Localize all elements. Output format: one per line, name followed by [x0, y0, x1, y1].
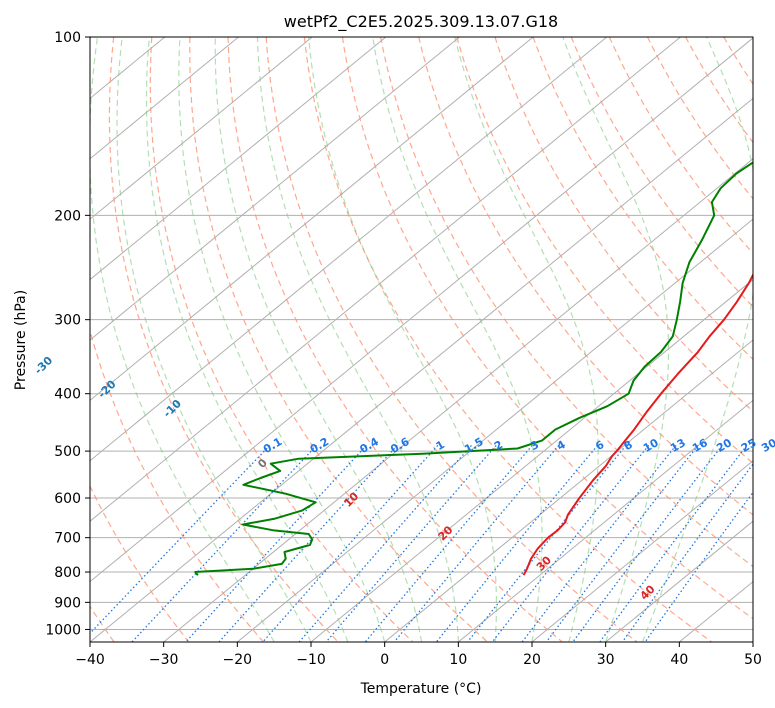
y-tick-label: 900 — [54, 595, 81, 611]
mixing-ratio-line — [572, 445, 723, 642]
moist-adiabat-line — [562, 37, 670, 642]
moist-adiabat-line — [90, 37, 275, 642]
isotherm-gridline — [531, 460, 753, 642]
mixing-ratio-line — [393, 444, 560, 642]
y-tick-label: 700 — [54, 531, 81, 547]
moist-adiabat-line — [372, 37, 543, 642]
mixing-ratio-line — [90, 444, 271, 635]
dry-adiabat-line — [90, 484, 190, 642]
isotherm-gridline — [90, 37, 534, 402]
dry-adiabat-line — [418, 37, 753, 516]
x-tick-label: 0 — [380, 652, 389, 668]
dry-adiabat-line — [532, 37, 753, 361]
mixing-ratio-line — [325, 444, 497, 642]
mixing-ratio-line — [621, 463, 753, 642]
x-tick-label: −40 — [75, 652, 105, 668]
y-tick-label: 800 — [54, 565, 81, 581]
moist-adiabat-line — [308, 37, 497, 642]
mixing-ratio-line — [131, 444, 318, 642]
x-tick-label: 30 — [597, 652, 615, 668]
mixing-ratio-line — [435, 444, 599, 642]
chart-title: wetPf2_C2E5.2025.309.13.07.G18 — [284, 12, 558, 32]
isotherm-gridline — [384, 339, 753, 642]
moist-adiabat-line — [116, 37, 312, 642]
mixing-ratio-line — [364, 444, 533, 642]
y-tick-label: 400 — [54, 387, 81, 403]
dry-adiabat-line — [570, 37, 753, 308]
isotherm-gridline — [163, 158, 753, 642]
moist-adiabat-line — [454, 37, 599, 642]
x-tick-label: −10 — [296, 652, 326, 668]
x-tick-label: 40 — [670, 652, 688, 668]
isotherm-gridline — [90, 37, 387, 281]
dry-adiabat-line — [108, 37, 339, 642]
x-tick-label: −20 — [223, 652, 253, 668]
isotherm-gridline — [310, 278, 753, 642]
isotherm-gridline — [605, 520, 753, 642]
temperature-line — [522, 272, 753, 576]
mixing-ratio-line — [185, 444, 367, 642]
y-tick-label: 200 — [54, 208, 81, 224]
dewpoint-line — [194, 161, 753, 576]
y-tick-label: 600 — [54, 491, 81, 507]
isotherm-gridline — [90, 97, 753, 642]
mixing-ratio-line — [599, 445, 748, 642]
dry-adiabat-line — [341, 37, 753, 620]
isotherm-gridline — [458, 399, 753, 642]
isotherm-gridline — [90, 37, 313, 220]
isotherm-gridline — [90, 37, 681, 522]
isotherm-gridline — [90, 37, 239, 160]
y-tick-label: 1000 — [45, 622, 81, 638]
dry-adiabat-line — [303, 37, 713, 642]
isotherm-gridline — [90, 37, 460, 341]
isotherm-gridline — [237, 218, 753, 642]
x-tick-label: 10 — [449, 652, 467, 668]
y-axis-label: Pressure (hPa) — [13, 290, 29, 390]
y-tick-label: 100 — [54, 30, 81, 46]
x-tick-label: 20 — [523, 652, 541, 668]
y-tick-label: 300 — [54, 313, 81, 329]
mixing-ratio-line — [521, 444, 677, 642]
dry-adiabat-line — [227, 37, 563, 642]
moist-adiabat-line — [145, 37, 349, 642]
dry-adiabat-line — [380, 37, 753, 568]
dry-adiabat-line — [608, 37, 753, 255]
mixing-ratio-label: 30 — [759, 436, 775, 455]
y-tick-label: 500 — [54, 444, 81, 460]
plot-frame — [89, 36, 754, 643]
dry-adiabat-line — [149, 37, 414, 642]
x-tick-label: −30 — [149, 652, 179, 668]
x-tick-label: 50 — [744, 652, 762, 668]
moist-adiabat-line — [178, 37, 386, 642]
dry-adiabat-line — [90, 328, 264, 642]
moist-adiabat-line — [214, 37, 423, 642]
mixing-ratio-line — [545, 445, 699, 642]
plot-area — [90, 37, 753, 642]
moist-adiabat-line — [641, 37, 753, 642]
x-axis-label: Temperature (°C) — [360, 681, 482, 697]
mixing-ratio-line — [218, 444, 398, 642]
moist-adiabat-line — [256, 37, 459, 642]
mixing-ratio-line — [262, 444, 439, 642]
isotherm-gridline — [90, 37, 608, 462]
dry-adiabat-line — [265, 37, 638, 642]
isotherm-gridline — [90, 37, 753, 583]
